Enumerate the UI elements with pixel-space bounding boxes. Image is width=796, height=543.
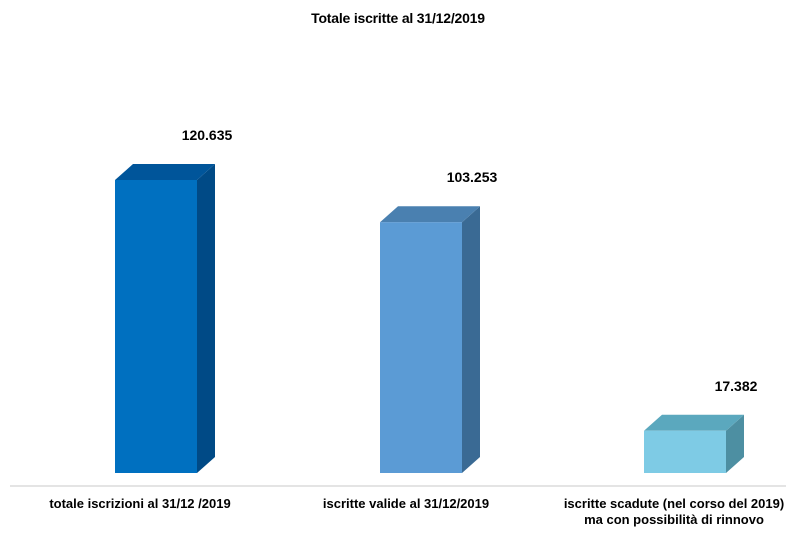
bar-top — [115, 164, 215, 180]
data-label-1: 120.635 — [182, 127, 233, 143]
bar-front — [380, 222, 462, 473]
data-label-3: 17.382 — [715, 378, 758, 394]
bar-side — [462, 206, 480, 473]
bar-1 — [115, 164, 215, 473]
x-tick-label-2: iscritte valide al 31/12/2019 — [322, 496, 490, 511]
data-label-2: 103.253 — [447, 169, 498, 185]
bar-2 — [380, 206, 480, 473]
x-tick-label-3: iscritte scadute (nel corso del 2019) ma… — [563, 496, 785, 527]
bar-top — [380, 206, 480, 223]
x-tick-label-1: totale iscrizioni al 31/12 /2019 — [49, 496, 231, 511]
bar-3 — [644, 414, 744, 473]
bar-front — [644, 430, 726, 473]
chart-title: Totale iscritte al 31/12/2019 — [311, 10, 485, 26]
bar-top — [644, 414, 744, 431]
bar-side — [726, 414, 744, 473]
bar-front — [115, 180, 197, 473]
bar-side — [197, 164, 215, 473]
